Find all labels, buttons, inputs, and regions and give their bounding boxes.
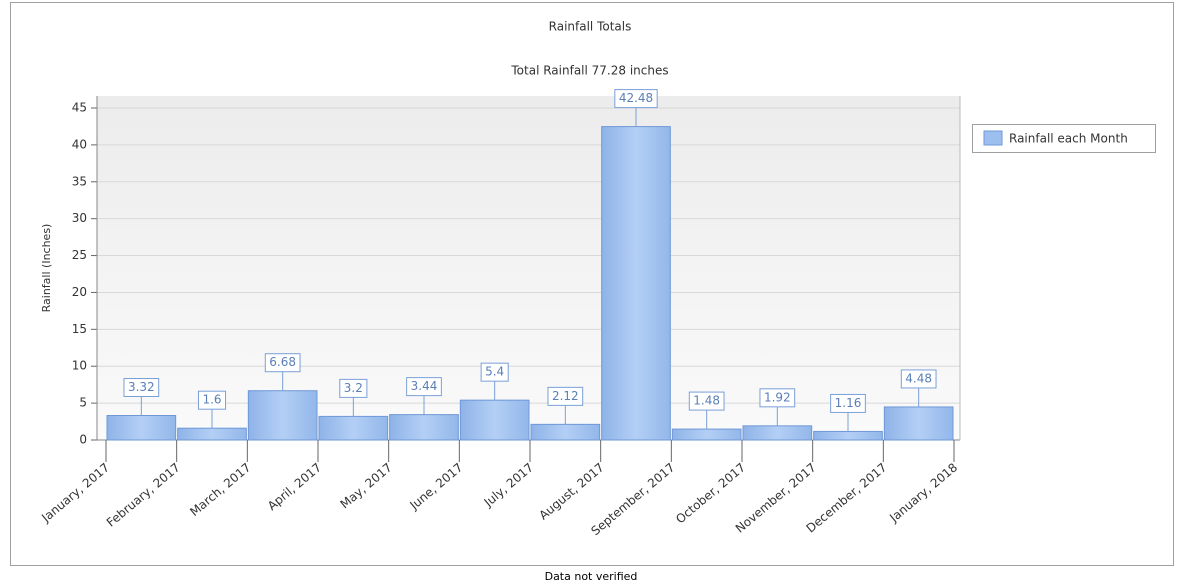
y-tick-label: 30 [72,211,87,225]
y-tick-label: 0 [79,433,87,447]
bar [459,399,530,441]
data-label: 1.6 [202,393,221,407]
data-label: 3.2 [344,381,363,395]
data-label: 42.48 [619,91,653,105]
data-label: 3.44 [411,379,438,393]
y-tick-label: 10 [72,359,87,373]
data-label-box [830,393,866,413]
y-tick-label: 20 [72,285,87,299]
y-tick-label: 25 [72,248,87,262]
y-tick-label: 15 [72,322,87,336]
y-axis-label: Rainfall (Inches) [40,224,53,313]
bar [671,428,742,441]
bar [883,406,954,441]
bar [389,414,459,441]
data-label-box [123,378,160,398]
y-tick-label: 5 [79,396,87,410]
data-label: 3.32 [128,380,155,394]
legend-label: Rainfall each Month [1009,132,1128,146]
bar [813,430,883,441]
data-label-box [900,369,937,389]
legend-frame [972,124,1156,153]
y-tick-label: 35 [72,174,87,188]
data-label-box [197,390,227,410]
data-label-box [480,362,509,382]
data-label-box [264,353,301,373]
legend-swatch [983,130,1003,146]
bar [247,390,318,441]
bar [318,415,389,441]
data-label-box [759,388,796,408]
data-label: 2.12 [552,389,579,403]
bar [106,415,177,441]
bar [177,427,247,441]
legend: Rainfall each Month [972,124,1156,153]
data-label: 4.48 [905,371,932,385]
chart-subtitle: Total Rainfall 77.28 inches [510,64,668,78]
bar [601,126,671,441]
data-label-box [614,89,658,109]
data-label: 5.4 [485,365,504,379]
bar [742,425,813,441]
data-label-box [547,386,584,406]
y-tick-label: 45 [72,101,87,115]
data-label: 1.48 [693,394,720,408]
plot-area [97,96,960,440]
data-label-box [406,377,442,397]
bar [530,423,601,441]
footer: Data not verified [545,570,638,583]
data-label: 1.16 [835,396,862,410]
y-tick-label: 40 [72,137,87,151]
data-label: 6.68 [269,355,296,369]
data-label: 1.92 [764,390,791,404]
data-label-box [339,378,368,398]
data-label-box [688,391,725,411]
chart-title: Rainfall Totals [549,20,632,34]
